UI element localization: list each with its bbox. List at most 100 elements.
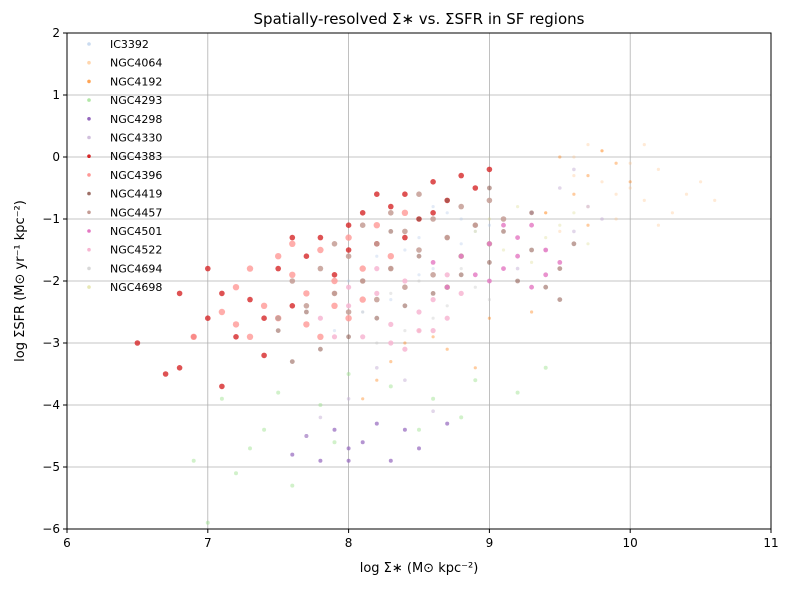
series-ngc4383	[134, 166, 493, 390]
data-point	[331, 334, 338, 340]
y-tick-label: 2	[52, 26, 60, 40]
data-point	[403, 378, 407, 383]
data-point	[600, 149, 604, 153]
axis-ticks: 6 7 8 9 10 11 −6 −5 −4 −3 −2 −1 0 1 2	[42, 26, 778, 550]
data-point	[459, 267, 463, 271]
data-point	[304, 434, 309, 438]
data-point	[458, 253, 464, 259]
data-point	[444, 198, 450, 203]
data-point	[430, 216, 436, 222]
legend-label: NGC4522	[110, 244, 162, 257]
data-point	[290, 483, 295, 488]
data-point	[501, 229, 506, 234]
data-point	[431, 267, 435, 271]
data-point	[374, 191, 380, 197]
data-point	[486, 166, 493, 173]
data-point	[361, 397, 365, 401]
legend-label: NGC4419	[110, 188, 162, 201]
data-point	[318, 458, 323, 463]
legend-label: NGC4064	[110, 57, 162, 70]
data-point	[359, 265, 366, 272]
data-point	[614, 217, 618, 221]
data-point	[402, 303, 408, 309]
series-ngc4293	[191, 365, 548, 525]
data-point	[374, 421, 379, 426]
data-point	[501, 266, 506, 271]
data-point	[487, 223, 491, 227]
data-point	[317, 246, 324, 254]
data-point	[403, 329, 407, 333]
data-point	[176, 290, 183, 297]
data-point	[402, 191, 408, 197]
data-point	[317, 315, 323, 321]
data-point	[458, 272, 464, 278]
data-point	[402, 234, 408, 241]
x-tick-label: 6	[63, 536, 71, 550]
data-point	[444, 234, 451, 241]
data-point	[261, 352, 267, 359]
data-point	[346, 284, 352, 290]
data-point	[388, 384, 393, 389]
legend-marker	[87, 42, 91, 46]
legend-label: IC3392	[110, 38, 149, 51]
data-point	[628, 161, 632, 165]
data-point	[656, 167, 661, 171]
data-point	[275, 315, 282, 322]
data-point	[402, 278, 408, 284]
data-point	[261, 315, 267, 322]
legend-label: NGC4330	[110, 132, 162, 145]
legend-label: NGC4501	[110, 225, 162, 238]
data-point	[403, 248, 407, 252]
data-point	[345, 309, 352, 315]
data-point	[416, 247, 422, 253]
data-point	[557, 266, 563, 271]
data-point	[303, 321, 310, 328]
data-point	[331, 302, 338, 309]
data-point	[276, 390, 281, 395]
series-ngc4064	[544, 143, 717, 233]
data-point	[487, 241, 492, 247]
data-point	[402, 427, 407, 432]
data-point	[374, 241, 380, 247]
data-point	[219, 396, 224, 401]
data-point	[388, 265, 394, 272]
data-point	[486, 197, 493, 204]
data-point	[360, 334, 366, 340]
data-point	[586, 242, 590, 246]
series-ngc4501	[430, 222, 563, 290]
y-tick-label: −2	[42, 274, 60, 288]
data-point	[388, 210, 394, 216]
data-point	[572, 211, 576, 215]
data-point	[501, 222, 506, 228]
data-point	[417, 273, 421, 277]
data-point	[444, 315, 450, 321]
data-point	[289, 234, 296, 241]
legend-marker	[87, 266, 91, 271]
data-point	[572, 174, 576, 178]
data-point	[417, 427, 421, 432]
y-tick-label: −5	[42, 460, 60, 474]
data-point	[360, 440, 365, 445]
legend-marker	[87, 60, 91, 65]
data-point	[445, 347, 449, 351]
data-point	[347, 279, 351, 283]
data-point	[162, 371, 169, 377]
data-point	[134, 340, 141, 346]
data-point	[431, 396, 436, 401]
data-point	[388, 458, 393, 463]
data-point	[416, 191, 422, 197]
data-point	[444, 272, 450, 278]
data-point	[472, 222, 479, 228]
data-point	[289, 303, 296, 309]
data-point	[389, 360, 393, 364]
data-point	[713, 198, 717, 202]
data-point	[374, 290, 380, 296]
data-point	[473, 229, 477, 233]
data-point	[233, 334, 239, 340]
series-ngc4298	[290, 421, 450, 463]
legend-marker	[87, 117, 91, 121]
data-point	[600, 217, 604, 221]
data-point	[416, 309, 422, 315]
data-point	[642, 143, 646, 147]
data-point	[246, 333, 254, 340]
